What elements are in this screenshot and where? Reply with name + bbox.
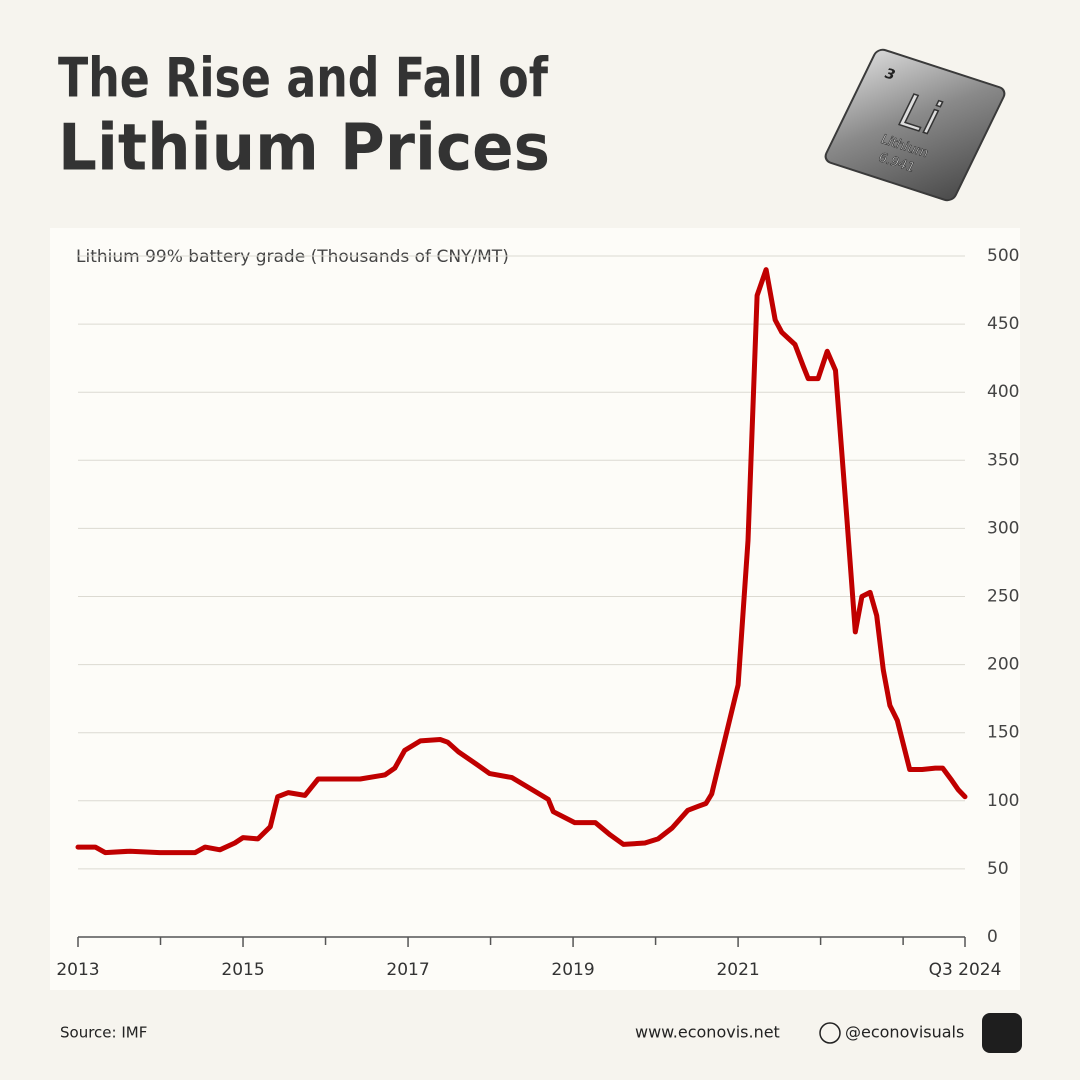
source: Source: IMF <box>60 1024 147 1042</box>
y-tick-label: 300 <box>987 518 1019 538</box>
element-tile: 3 Li Lithium 6.941 <box>824 48 1006 202</box>
handle: @econovisuals <box>845 1023 964 1042</box>
y-tick-label: 450 <box>987 314 1019 334</box>
chart-subtitle: Lithium Prices <box>58 112 550 186</box>
tile-shape <box>824 48 1006 202</box>
price-line <box>75 267 968 856</box>
y-tick-label: 200 <box>987 655 1019 675</box>
x-tick-label: Q3 2024 <box>929 960 1002 980</box>
x-tick-label: 2019 <box>551 960 594 980</box>
y-tick-label: 500 <box>987 246 1019 266</box>
x-icon <box>819 1022 841 1044</box>
website: www.econovis.net <box>635 1023 780 1042</box>
logo <box>982 1013 1022 1053</box>
chart-title: The Rise and Fall of <box>58 47 548 110</box>
y-tick-label: 50 <box>987 859 1009 879</box>
x-tick-label: 2021 <box>716 960 759 980</box>
x-tick-label: 2013 <box>56 960 99 980</box>
y-tick-label: 400 <box>987 382 1019 402</box>
y-axis-label: Lithium 99% battery grade (Thousands of … <box>76 247 509 267</box>
y-tick-label: 0 <box>987 927 998 947</box>
y-tick-label: 150 <box>987 723 1019 743</box>
y-tick-label: 250 <box>987 587 1019 607</box>
x-tick-label: 2015 <box>221 960 264 980</box>
y-tick-label: 100 <box>987 791 1019 811</box>
plot: 0 50 100 150 200 250 300 350 400 450 500 2013 2015 20… <box>56 246 1019 980</box>
x-tick-label: 2017 <box>386 960 429 980</box>
y-tick-label: 350 <box>987 450 1019 470</box>
